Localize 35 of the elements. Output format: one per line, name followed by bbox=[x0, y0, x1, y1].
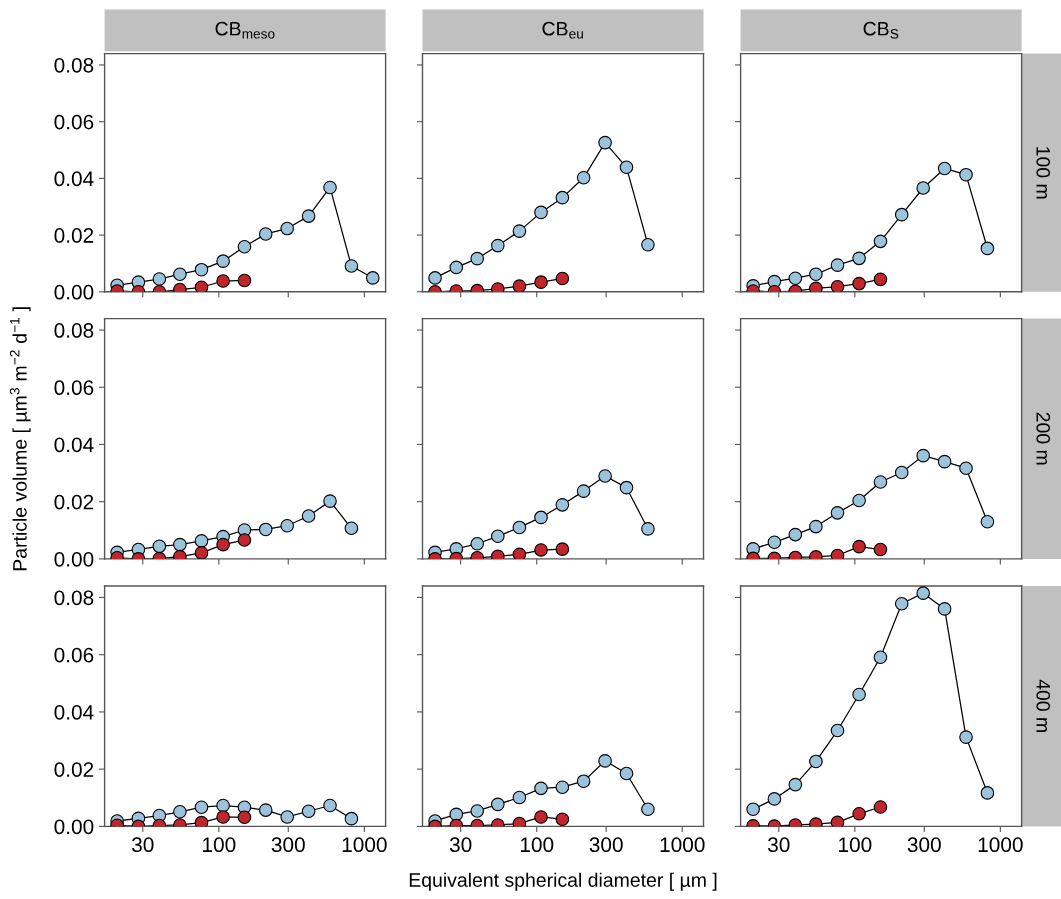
x-tick-label: 30 bbox=[449, 837, 472, 853]
y-tick-label: 0.06 bbox=[54, 647, 94, 663]
y-tick-label: 0.06 bbox=[54, 114, 94, 130]
y-tick-label: 0.02 bbox=[54, 228, 94, 243]
y2-axis-title: 200 m bbox=[1036, 412, 1051, 465]
x-tick-label: 300 bbox=[589, 837, 623, 853]
y-tick-label: 0.02 bbox=[54, 762, 94, 777]
y-tick-label: 0.06 bbox=[54, 380, 94, 396]
x-tick-label: 1000 bbox=[342, 837, 387, 853]
y-tick-label: 0.00 bbox=[54, 551, 94, 567]
y-axis-title: Particle volume [ µm$^{3}$ m$^{−2}$ d$^{−1}$ ] bbox=[9, 307, 31, 571]
chart-title: CB$_{S}$ bbox=[863, 21, 899, 39]
y2-axis-title: 100 m bbox=[1036, 147, 1051, 199]
x-tick-label: 1000 bbox=[978, 837, 1023, 853]
y-tick-label: 0.08 bbox=[54, 590, 94, 606]
y-tick-label: 0.04 bbox=[54, 704, 94, 720]
y-tick-label: 0.08 bbox=[54, 323, 94, 338]
y-tick-label: 0.08 bbox=[54, 57, 94, 73]
x-tick-label: 100 bbox=[203, 837, 236, 853]
chart-title: CB$_{eu}$ bbox=[542, 21, 583, 39]
y-tick-label: 0.02 bbox=[54, 494, 94, 510]
x-tick-label: 30 bbox=[767, 837, 790, 853]
y-tick-label: 0.04 bbox=[54, 437, 94, 453]
y2-axis-title: 400 m bbox=[1036, 679, 1051, 732]
y-tick-label: 0.00 bbox=[54, 284, 94, 300]
y-tick-label: 0.04 bbox=[54, 171, 94, 187]
y-tick-label: 0.00 bbox=[54, 819, 94, 835]
chart-title: CB$_{meso}$ bbox=[215, 21, 275, 39]
x-tick-label: 1000 bbox=[660, 837, 705, 853]
x-tick-label: 300 bbox=[271, 837, 305, 853]
x-axis-title: Equivalent spherical diameter [ µm ] bbox=[409, 872, 717, 891]
x-tick-label: 30 bbox=[131, 837, 154, 853]
x-tick-label: 100 bbox=[839, 837, 872, 853]
x-tick-label: 100 bbox=[520, 837, 554, 853]
x-tick-label: 300 bbox=[907, 837, 941, 853]
